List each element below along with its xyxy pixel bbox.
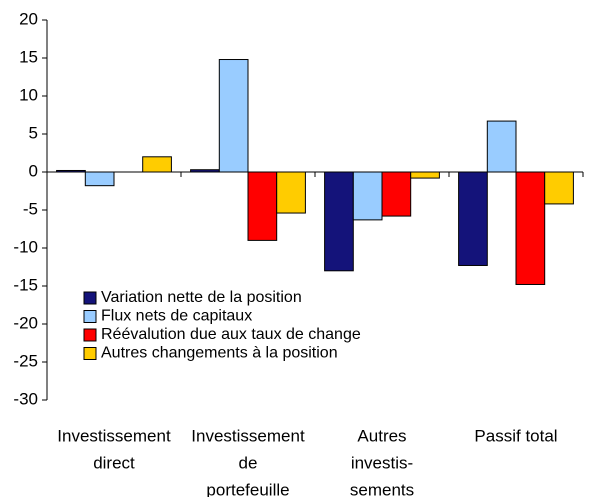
bar	[247, 171, 278, 241]
legend-swatch	[83, 328, 97, 342]
y-tick-label: -15	[13, 275, 38, 294]
y-tick-label: -25	[13, 351, 38, 370]
bar	[381, 171, 412, 217]
y-tick-label: 15	[19, 47, 38, 66]
y-tick-label: 0	[29, 161, 38, 180]
x-tick-label: direct	[93, 453, 135, 472]
legend: Variation nette de la position Flux nets …	[83, 289, 361, 362]
y-tick-label: -5	[23, 199, 38, 218]
legend-label: Réévalution due aux taux de change	[101, 326, 361, 343]
x-tick-label: portefeuille	[206, 480, 289, 497]
legend-swatch	[83, 291, 97, 305]
bar	[544, 171, 574, 205]
x-tick-label: investis-	[351, 453, 413, 472]
bar	[458, 171, 488, 266]
bar	[84, 171, 115, 187]
bar	[218, 59, 249, 173]
bar	[410, 171, 440, 179]
x-tick-label: Investissement	[57, 426, 171, 445]
x-tick-label: Passif total	[474, 426, 557, 445]
x-tick-label: de	[239, 453, 258, 472]
y-tick-label: -30	[13, 389, 38, 408]
legend-label: Variation nette de la position	[101, 289, 302, 306]
x-tick-label: Autres	[357, 426, 406, 445]
bar	[486, 120, 517, 173]
y-tick-label: 20	[19, 9, 38, 28]
y-tick-label: -10	[13, 237, 38, 256]
legend-label: Flux nets de capitaux	[101, 308, 252, 325]
bar	[324, 171, 354, 272]
x-tick-label: Investissement	[191, 426, 305, 445]
y-tick-label: -20	[13, 313, 38, 332]
bar	[142, 156, 172, 173]
y-tick-label: 10	[19, 85, 38, 104]
x-tick-label: sements	[350, 480, 414, 497]
bar	[276, 171, 306, 214]
bar	[515, 171, 546, 285]
legend-swatch	[83, 347, 97, 360]
y-tick-label: 5	[29, 123, 38, 142]
bar	[352, 171, 383, 221]
legend-swatch	[83, 310, 97, 323]
legend-label: Autres changements à la position	[101, 345, 338, 362]
